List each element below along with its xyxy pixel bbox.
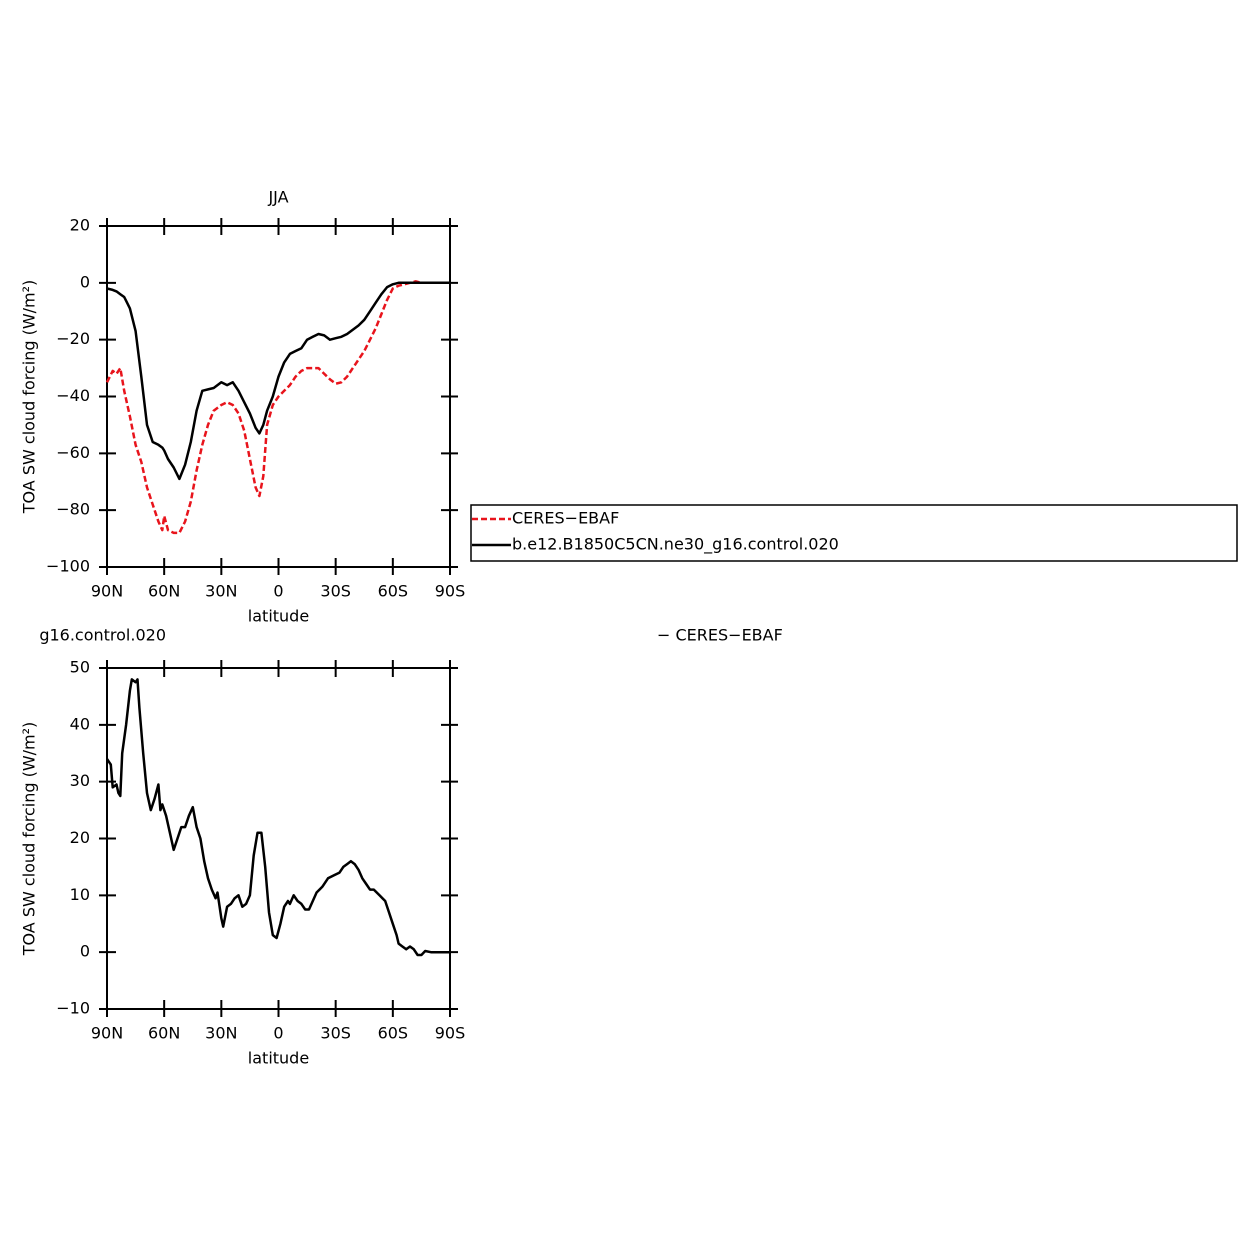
legend-label: b.e12.B1850C5CN.ne30_g16.control.020 — [512, 535, 839, 555]
x-tick-label: 30S — [320, 1024, 351, 1043]
x-axis-label: latitude — [248, 607, 309, 626]
legend-box — [470, 504, 1238, 562]
y-tick-label: 10 — [70, 885, 90, 904]
x-tick-label: 30N — [205, 582, 237, 601]
chart-title: JJA — [267, 188, 288, 207]
y-tick-label: −100 — [46, 557, 90, 576]
y-tick-label: 50 — [70, 658, 90, 677]
plot-frame — [106, 225, 451, 568]
y-tick-label: −60 — [56, 443, 90, 462]
y-tick-label: 0 — [80, 942, 90, 961]
series-line — [106, 281, 450, 481]
y-tick-label: −20 — [56, 329, 90, 348]
legend-label: CERES−EBAF — [512, 509, 619, 528]
x-axis-label: latitude — [248, 1049, 309, 1068]
x-tick-label: 30S — [320, 582, 351, 601]
x-tick-label: 90N — [91, 1024, 123, 1043]
y-tick-label: −10 — [56, 999, 90, 1018]
series-line — [105, 280, 450, 535]
y-axis-label: TOA SW cloud forcing (W/m²) — [20, 722, 39, 957]
x-tick-label: 90S — [435, 1024, 466, 1043]
y-tick-label: −80 — [56, 500, 90, 519]
x-tick-label: 0 — [273, 1024, 283, 1043]
x-tick-label: 0 — [273, 582, 283, 601]
chart-title: g16.control.020 — [39, 626, 166, 645]
x-tick-label: 30N — [205, 1024, 237, 1043]
x-tick-label: 90N — [91, 582, 123, 601]
y-tick-label: 0 — [80, 272, 90, 291]
x-tick-label: 90S — [435, 582, 466, 601]
y-tick-label: 20 — [70, 828, 90, 847]
plot-frame — [106, 667, 451, 1010]
x-tick-label: 60N — [148, 582, 180, 601]
y-tick-label: 30 — [70, 771, 90, 790]
chart-title: − CERES−EBAF — [657, 626, 783, 645]
y-tick-label: 40 — [70, 714, 90, 733]
series-line — [105, 678, 450, 957]
y-axis-label: TOA SW cloud forcing (W/m²) — [20, 280, 39, 515]
x-tick-label: 60S — [378, 582, 409, 601]
y-tick-label: −40 — [56, 386, 90, 405]
y-tick-label: 20 — [70, 216, 90, 235]
x-tick-label: 60N — [148, 1024, 180, 1043]
x-tick-label: 60S — [378, 1024, 409, 1043]
